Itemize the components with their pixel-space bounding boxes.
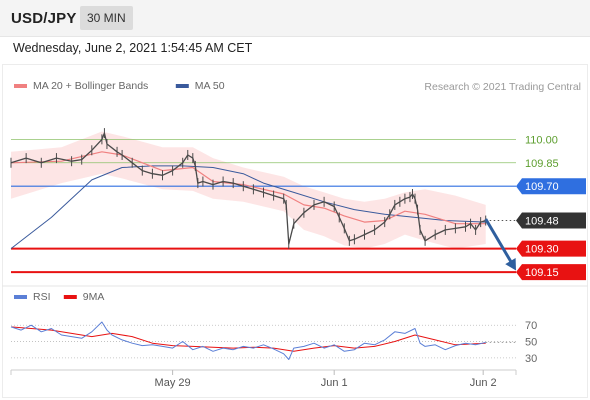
header-bar: USD/JPY 30 MIN bbox=[0, 0, 590, 37]
ma50-line bbox=[10, 165, 486, 249]
level-109-15-label: 109.15 bbox=[525, 267, 559, 279]
ma20-line bbox=[10, 151, 486, 225]
level-109-85-label: 109.85 bbox=[525, 158, 559, 170]
source-note: Research © 2021 Trading Central bbox=[424, 81, 581, 93]
x-tick-label-2: Jun 2 bbox=[470, 377, 497, 389]
legend-rsi-swatch-1 bbox=[63, 295, 77, 299]
level-109-70-tag bbox=[516, 178, 586, 195]
rsi-tick-50: 50 bbox=[525, 337, 537, 349]
legend-rsi-label-0: RSI bbox=[33, 291, 51, 303]
rsi-tick-30: 30 bbox=[525, 353, 537, 365]
level-109-48-tag bbox=[516, 212, 586, 229]
bollinger-bands bbox=[11, 131, 486, 249]
x-tick-label-0: May 29 bbox=[155, 377, 191, 389]
chart-card bbox=[2, 64, 588, 398]
legend-rsi-swatch-0 bbox=[14, 295, 27, 299]
rsi-ma-line bbox=[10, 326, 486, 352]
forecast-arrow-head bbox=[505, 257, 516, 271]
rsi-line bbox=[10, 321, 486, 360]
timeframe-button[interactable]: 30 MIN bbox=[80, 6, 133, 30]
x-tick-label-1: Jun 1 bbox=[321, 377, 348, 389]
level-109-15-tag bbox=[516, 264, 586, 281]
legend-main-swatch-0 bbox=[14, 84, 27, 88]
legend-rsi-label-1: 9MA bbox=[83, 291, 105, 303]
legend-main-label-0: MA 20 + Bollinger Bands bbox=[33, 80, 148, 92]
symbol-title: USD/JPY bbox=[11, 10, 77, 27]
rsi-tick-70: 70 bbox=[525, 320, 537, 332]
level-109-30-tag bbox=[516, 240, 586, 257]
level-110-00-label: 110.00 bbox=[525, 134, 558, 146]
legend-main-swatch-1 bbox=[175, 84, 189, 88]
timestamp: Wednesday, June 2, 2021 1:54:45 AM CET bbox=[13, 41, 253, 55]
level-109-30-label: 109.30 bbox=[525, 244, 559, 256]
level-109-48-label: 109.48 bbox=[525, 216, 559, 228]
level-109-70-label: 109.70 bbox=[525, 181, 559, 193]
legend-main-label-1: MA 50 bbox=[195, 80, 225, 92]
forecast-arrow-shaft bbox=[484, 218, 514, 265]
